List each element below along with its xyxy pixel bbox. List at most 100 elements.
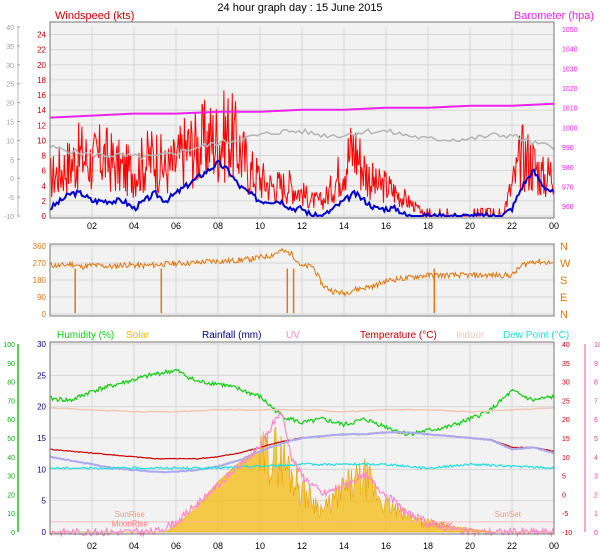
series-point xyxy=(511,466,512,467)
y-tick-label: 6 xyxy=(42,167,47,176)
legend-entry: Rainfall (mm) xyxy=(202,330,261,341)
x-tick-label: 16 xyxy=(381,221,391,231)
direction-point xyxy=(186,262,187,263)
series-point xyxy=(385,464,386,465)
series-point xyxy=(406,434,407,435)
page-title: 24 hour graph day : 15 June 2015 xyxy=(217,2,382,14)
series-point xyxy=(175,468,176,469)
direction-point xyxy=(511,275,512,276)
wind-chill-series-line xyxy=(49,430,555,474)
direction-point xyxy=(217,261,218,262)
temp-tick-label: -5 xyxy=(562,511,568,518)
series-point xyxy=(91,163,92,164)
series-point xyxy=(238,389,239,390)
direction-point xyxy=(427,275,428,276)
series-point xyxy=(511,447,512,448)
humidity-tick-label: 30 xyxy=(7,474,15,481)
series-point xyxy=(511,390,512,391)
series-point xyxy=(322,200,323,201)
y2-tick-label: 970 xyxy=(562,184,574,191)
series-point xyxy=(511,135,512,136)
series-point xyxy=(175,471,176,472)
series-point xyxy=(207,170,208,171)
temp-tick-label: 40 xyxy=(562,342,570,349)
series-point xyxy=(532,143,533,144)
series-point xyxy=(280,409,281,410)
temp-tick-label: 35 xyxy=(562,361,570,368)
temp-tick-label: 15 xyxy=(562,436,570,443)
y-tick-label: 16 xyxy=(37,91,46,100)
series-point xyxy=(259,451,260,452)
series-point xyxy=(165,200,166,201)
legend-entry: UV xyxy=(286,330,300,341)
direction-point xyxy=(385,280,386,281)
series-point xyxy=(238,452,239,453)
direction-point xyxy=(343,293,344,294)
series-point xyxy=(112,163,113,164)
rain-tick-label: 5 xyxy=(42,497,47,506)
direction-point xyxy=(60,265,61,266)
x-tick-label: 04 xyxy=(129,221,139,231)
solar-point xyxy=(238,463,239,464)
series-point xyxy=(280,131,281,132)
x-tick-label: 22 xyxy=(507,541,517,551)
series-point xyxy=(217,143,218,144)
direction-point xyxy=(448,275,449,276)
uv-tick-label: 0 xyxy=(594,530,598,537)
x-tick-label: 08 xyxy=(213,541,223,551)
lower-panel-legend: Humidity (%) Solar Rainfall (mm) UV Temperat… xyxy=(57,330,569,341)
astro-marker-label: SunSet xyxy=(495,510,522,519)
direction-point xyxy=(406,278,407,279)
humidity-tick-label: 10 xyxy=(7,511,15,518)
x-tick-label: 20 xyxy=(465,541,475,551)
y2-tick-label: 1000 xyxy=(562,125,578,132)
series-point xyxy=(175,163,176,164)
series-point xyxy=(133,156,134,157)
series-point xyxy=(364,475,365,476)
x-tick-label: 06 xyxy=(171,541,181,551)
direction-point xyxy=(480,275,481,276)
legend-entry: Dew Point (°C) xyxy=(503,330,569,341)
y-tick-label: 2 xyxy=(42,197,47,206)
series-point xyxy=(196,503,197,504)
series-point xyxy=(291,185,292,186)
series-point xyxy=(259,111,260,112)
legend-entry: Temperature (°C) xyxy=(360,330,437,341)
uv-series-line xyxy=(49,410,555,538)
rain-tick-label: 15 xyxy=(37,434,46,443)
series-point xyxy=(438,215,439,216)
uv-tick-label: 8 xyxy=(594,380,598,387)
series-point xyxy=(354,193,355,194)
temp-tick-label: 5 xyxy=(562,474,566,481)
temp-tick-label: 30 xyxy=(562,380,570,387)
series-point xyxy=(91,452,92,453)
series-point xyxy=(469,437,470,438)
series-point xyxy=(112,385,113,386)
astro-marker-label: SunRise xyxy=(115,510,146,519)
series-point xyxy=(259,409,260,410)
y2-tick-label: 1010 xyxy=(562,106,578,113)
series-point xyxy=(385,432,386,433)
series-point xyxy=(522,155,523,156)
humidity-tick-label: 50 xyxy=(7,436,15,443)
series-point xyxy=(427,434,428,435)
x-tick-label: 12 xyxy=(297,541,307,551)
solar-point xyxy=(291,463,292,464)
series-point xyxy=(406,513,407,514)
series-point xyxy=(469,419,470,420)
series-point xyxy=(70,150,71,151)
y-tick-label: 4 xyxy=(42,182,47,191)
humidity-tick-label: 0 xyxy=(11,530,15,537)
series-point xyxy=(280,185,281,186)
series-point xyxy=(238,466,239,467)
x-tick-label: 02 xyxy=(87,221,97,231)
series-point xyxy=(364,419,365,420)
direction-point xyxy=(112,266,113,267)
series-point xyxy=(385,208,386,209)
rain-tick-label: 30 xyxy=(37,340,46,349)
series-point xyxy=(259,396,260,397)
series-point xyxy=(144,200,145,201)
series-point xyxy=(70,460,71,461)
compass-label: N xyxy=(560,241,568,253)
series-point xyxy=(175,193,176,194)
